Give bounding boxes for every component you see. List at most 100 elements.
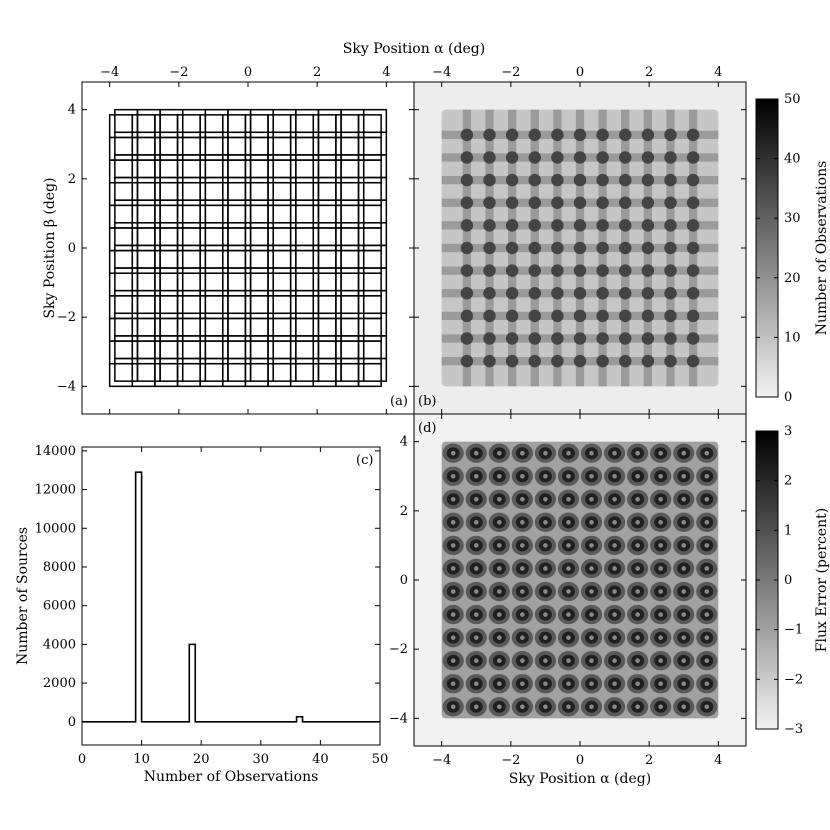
- pointing-error-center: [566, 635, 571, 640]
- overlap-corner: [483, 332, 496, 345]
- pointing-error-center: [635, 704, 640, 710]
- overlap-corner: [551, 151, 564, 164]
- overlap-corner: [505, 219, 519, 232]
- pointing-error-center: [635, 473, 640, 479]
- pointing-error-center: [704, 589, 710, 594]
- overlap-corner: [664, 196, 677, 209]
- y-tick-label: 2000: [43, 676, 76, 691]
- pointing-error-center: [566, 566, 571, 571]
- panel-label-a: (a): [390, 394, 408, 409]
- overlap-corner: [551, 241, 564, 255]
- cb-tick-label: 20: [784, 271, 801, 286]
- y-tick-label: 14000: [35, 444, 76, 459]
- overlap-corner: [686, 219, 700, 232]
- x-tick-label: 20: [193, 752, 210, 767]
- y-tick-label: 0: [68, 241, 76, 256]
- pointing-error-center: [473, 589, 479, 594]
- overlap-corner: [619, 309, 632, 323]
- pointing-error-center: [612, 681, 617, 687]
- pointing-error-center: [520, 635, 525, 640]
- top-xlabel: Sky Position α (deg): [343, 41, 485, 57]
- overlap-corner: [619, 354, 632, 368]
- overlap-corner: [460, 309, 474, 323]
- pointing-error-center: [704, 520, 710, 525]
- overlap-corner: [664, 287, 677, 300]
- overlap-corner: [551, 173, 564, 187]
- pointing-error-center: [520, 589, 525, 594]
- pointing-error-center: [497, 520, 502, 525]
- pointing-error-center: [658, 658, 663, 663]
- overlap-corner: [619, 332, 632, 345]
- pointing-error-center: [473, 497, 479, 502]
- pointing-error-center: [589, 473, 594, 479]
- pointing-error-center: [612, 612, 617, 617]
- x-tick-label: 2: [645, 65, 653, 80]
- overlap-corner: [596, 309, 609, 323]
- cb-tick-label: 30: [784, 211, 801, 226]
- pointing-error-center: [543, 450, 548, 456]
- pointing-error-center: [658, 473, 663, 479]
- pointing-error-center: [612, 543, 617, 548]
- pointing-error-center: [658, 589, 663, 594]
- cb-tick-label: 0: [784, 390, 792, 405]
- pointing-error-center: [497, 543, 502, 548]
- x-tick-label: −4: [432, 753, 451, 768]
- cb-tick-label: 40: [784, 152, 801, 167]
- overlap-corner: [483, 287, 496, 300]
- pointing-error-center: [450, 612, 456, 617]
- pointing-error-center: [635, 612, 640, 617]
- pointing-error-center: [589, 543, 594, 548]
- x-tick-label: 0: [244, 65, 252, 80]
- overlap-corner: [460, 264, 474, 277]
- overlap-corner: [664, 309, 677, 323]
- overlap-corner: [641, 309, 655, 323]
- pointing-error-center: [450, 497, 456, 502]
- grid-cell: [362, 108, 388, 134]
- overlap-corner: [528, 287, 541, 300]
- pointing-error-center: [497, 681, 502, 687]
- pointing-error-center: [681, 473, 687, 479]
- overlap-corner: [619, 196, 632, 209]
- pointing-error-center: [681, 612, 687, 617]
- pointing-error-center: [589, 450, 594, 456]
- overlap-corner: [619, 264, 632, 277]
- pointing-error-center: [658, 520, 663, 525]
- pointing-error-center: [566, 473, 571, 479]
- overlap-corner: [460, 173, 474, 187]
- x-tick-label: −2: [501, 753, 520, 768]
- pointing-error-center: [612, 704, 617, 710]
- overlap-corner: [505, 309, 519, 323]
- overlap-corner: [664, 332, 677, 345]
- panel-a-grid-diagram: −4 −4 −2 −2 0 0 2 2 4 4 (a): [57, 65, 415, 415]
- pointing-error-center: [658, 704, 663, 710]
- pointing-error-center: [450, 566, 456, 571]
- overlap-corner: [528, 332, 541, 345]
- x-tick-label: −2: [169, 65, 188, 80]
- overlap-corner: [641, 354, 655, 368]
- pointing-error-center: [704, 658, 710, 663]
- y-tick-label: 12000: [35, 483, 76, 498]
- x-tick-label: 40: [312, 752, 329, 767]
- pointing-error-center: [543, 473, 548, 479]
- overlap-corner: [460, 241, 474, 255]
- pointing-error-center: [497, 704, 502, 710]
- pointing-error-center: [704, 681, 710, 687]
- x-tick-label: 10: [133, 752, 150, 767]
- overlap-corner: [460, 128, 474, 142]
- overlap-corner: [551, 309, 564, 323]
- pointing-error-center: [589, 658, 594, 663]
- x-tick-label: −2: [501, 65, 520, 80]
- pointing-error-center: [658, 612, 663, 617]
- overlap-corner: [686, 128, 700, 142]
- overlap-corner: [528, 173, 541, 187]
- y-tick-label: 10000: [35, 521, 76, 536]
- overlap-corner: [528, 128, 541, 142]
- overlap-corner: [505, 264, 519, 277]
- pointing-error-center: [589, 566, 594, 571]
- pointing-error-center: [612, 473, 617, 479]
- overlap-corner: [483, 354, 496, 368]
- overlap-corner: [505, 196, 519, 209]
- grid-cell: [357, 114, 382, 139]
- pointing-error-center: [681, 704, 687, 710]
